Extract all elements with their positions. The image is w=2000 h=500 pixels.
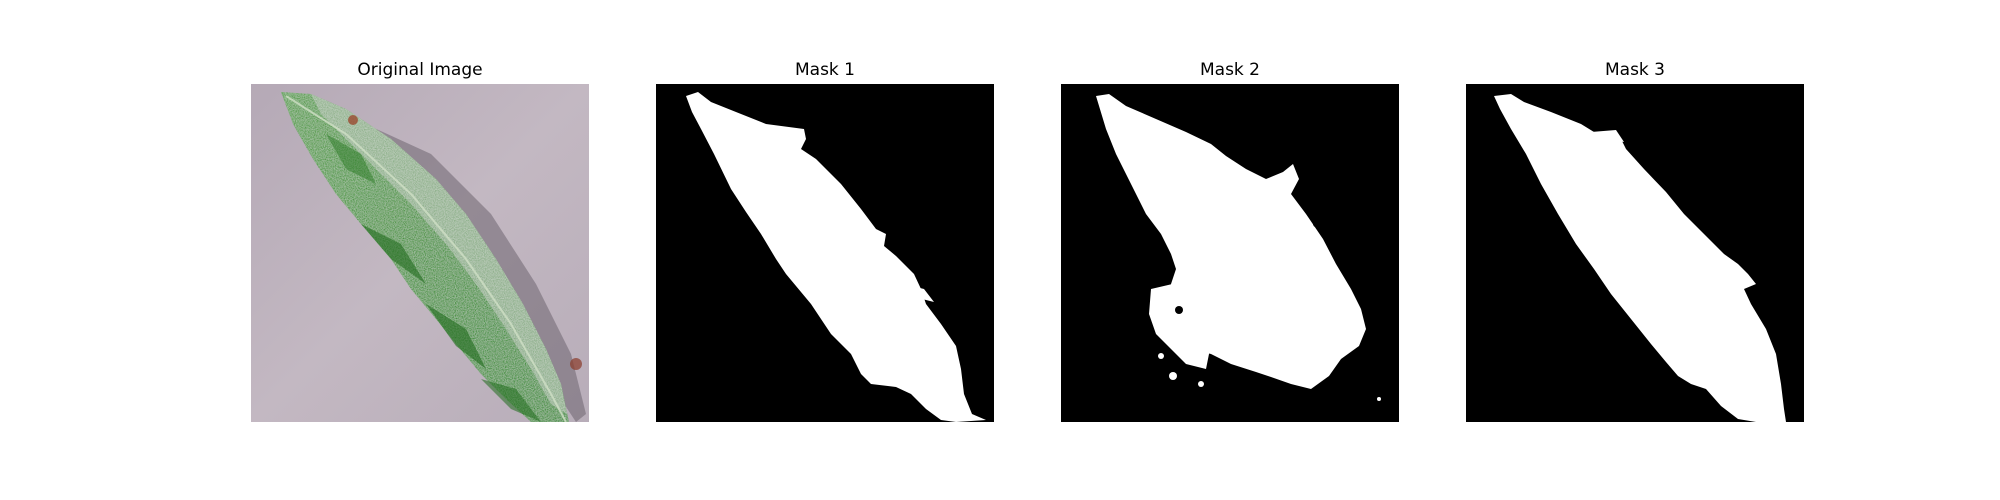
mask-hole <box>1313 221 1319 227</box>
mask-region <box>1591 130 1624 142</box>
leaf-fold-shade <box>326 134 376 184</box>
mask-region <box>1494 94 1786 422</box>
mask-2-panel <box>1061 84 1399 422</box>
leaf-pale-side <box>311 94 567 414</box>
mask-region <box>686 92 986 422</box>
mask-speckle <box>1198 381 1204 387</box>
mask-hole <box>1175 306 1183 314</box>
panel-title-original: Original Image <box>357 60 483 80</box>
leaf-spot <box>348 115 358 125</box>
original-leaf-photo <box>251 84 589 422</box>
mask-3-image <box>1466 84 1804 422</box>
mask-region <box>904 284 934 302</box>
mask-region <box>1149 282 1211 369</box>
mask-2-image <box>1061 84 1399 422</box>
leaf-fold-shade <box>361 224 426 284</box>
mask-3-panel <box>1466 84 1804 422</box>
panel-title-mask-1: Mask 1 <box>794 60 855 80</box>
leaf-spot <box>570 358 582 370</box>
mask-speckle <box>1377 397 1381 401</box>
mask-1-image <box>656 84 994 422</box>
panel-title-mask-2: Mask 2 <box>1199 60 1260 80</box>
leaf <box>281 92 569 422</box>
panel-title-mask-3: Mask 3 <box>1604 60 1665 80</box>
original-image-panel <box>251 84 589 422</box>
mask-1-panel <box>656 84 994 422</box>
leaf-fold-shade <box>481 379 541 422</box>
mask-speckle <box>1158 353 1164 359</box>
leaf-midrib <box>285 95 567 422</box>
mask-speckle <box>1169 372 1177 380</box>
leaf-fold-shade <box>426 304 486 369</box>
